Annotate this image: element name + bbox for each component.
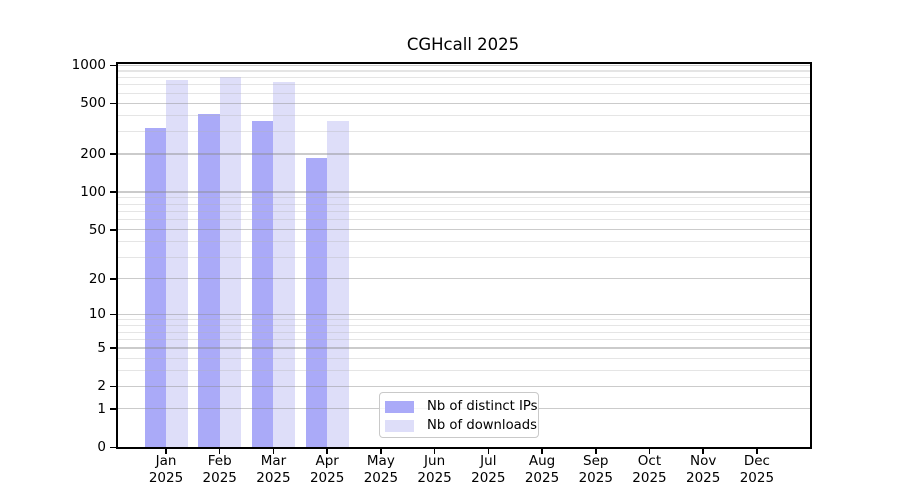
y-tick-20: [110, 278, 116, 280]
gridline-minor-6: [116, 338, 810, 341]
y-tick-label-100: 100: [80, 183, 106, 200]
gridline-minor-900: [116, 70, 810, 72]
x-tick-apr: [326, 448, 328, 454]
gridline-minor-80: [116, 203, 810, 205]
x-tick-label-dec: Dec 2025: [739, 453, 775, 486]
x-tick-feb: [218, 448, 221, 454]
x-tick-label-aug: Aug 2025: [524, 453, 560, 486]
y-tick-label-20: 20: [88, 270, 106, 287]
y-tick-label-50: 50: [88, 221, 106, 238]
x-tick-label-jul: Jul 2025: [471, 453, 506, 486]
y-tick-label-1000: 1000: [71, 57, 106, 73]
legend-swatch-downloads-icon: [385, 419, 414, 432]
gridline-major-2: [116, 385, 810, 388]
legend-label-distinct-ips: Nb of distinct IPs: [427, 399, 538, 414]
y-tick-50: [110, 229, 116, 231]
gridline-minor-3: [116, 369, 810, 372]
gridline-major-50: [116, 229, 810, 231]
bar-downloads-jan: [166, 79, 188, 447]
y-tick-2: [110, 385, 116, 388]
x-tick-label-jan: Jan 2025: [148, 453, 184, 486]
x-tick-mar: [272, 448, 275, 454]
x-tick-nov: [702, 448, 704, 454]
gridline-minor-600: [116, 92, 810, 94]
bar-distinct-ips-jan: [144, 127, 166, 447]
gridline-major-500: [116, 102, 810, 105]
gridline-minor-70: [116, 210, 810, 213]
gridline-major-10: [116, 313, 810, 316]
legend-swatch-distinct-ips-icon: [385, 400, 414, 413]
x-tick-label-mar: Mar 2025: [256, 453, 291, 486]
y-tick-500: [110, 102, 116, 105]
gridline-minor-300: [116, 130, 810, 133]
y-tick-label-2: 2: [97, 378, 106, 395]
y-tick-0: [110, 446, 116, 448]
gridline-major-5: [116, 347, 810, 349]
bar-downloads-apr: [327, 120, 349, 447]
y-tick-100: [110, 191, 116, 193]
gridline-minor-9: [116, 319, 810, 321]
x-tick-label-feb: Feb 2025: [202, 453, 237, 486]
y-tick-1: [110, 408, 116, 410]
gridline-minor-8: [116, 325, 810, 327]
legend-item-distinct-ips: Nb of distinct IPs: [385, 397, 538, 416]
gridline-major-100: [116, 191, 810, 193]
bar-downloads-feb: [219, 77, 242, 447]
legend-label-downloads: Nb of downloads: [427, 418, 537, 433]
bar-distinct-ips-feb: [198, 114, 220, 447]
y-axis-line: [116, 62, 118, 447]
plot-top-border: [116, 62, 810, 64]
y-tick-label-500: 500: [80, 95, 106, 112]
gridline-minor-60: [116, 219, 810, 221]
bar-distinct-ips-apr: [305, 158, 328, 447]
x-tick-label-jun: Jun 2025: [417, 453, 452, 486]
y-tick-5: [110, 347, 116, 349]
bar-distinct-ips-mar: [251, 121, 274, 447]
x-tick-label-sep: Sep 2025: [578, 453, 613, 486]
x-tick-jun: [433, 448, 436, 454]
x-tick-label-apr: Apr 2025: [309, 453, 345, 486]
gridline-major-200: [116, 153, 810, 155]
x-tick-sep: [595, 448, 597, 454]
gridline-minor-30: [116, 256, 810, 258]
gridline-minor-90: [116, 197, 810, 199]
x-tick-label-oct: Oct 2025: [632, 453, 667, 486]
x-tick-dec: [756, 448, 758, 454]
x-tick-label-nov: Nov 2025: [686, 453, 721, 486]
bar-downloads-mar: [273, 81, 295, 447]
y-tick-label-10: 10: [88, 306, 106, 323]
x-tick-oct: [648, 448, 651, 454]
chart-title: CGHcall 2025: [406, 35, 520, 54]
y-tick-1000: [110, 64, 116, 66]
gridline-major-20: [116, 278, 810, 280]
legend-item-downloads: Nb of downloads: [385, 416, 537, 435]
x-tick-label-may: May 2025: [363, 453, 399, 486]
y-tick-10: [110, 313, 116, 316]
gridline-minor-7: [116, 331, 810, 333]
x-tick-aug: [541, 448, 543, 454]
gridline-minor-800: [116, 76, 810, 79]
gridline-major-1000: [116, 64, 810, 66]
y-tick-label-0: 0: [97, 439, 106, 455]
gridline-minor-4: [116, 357, 810, 359]
y-tick-label-5: 5: [97, 339, 106, 356]
gridline-minor-700: [116, 84, 810, 86]
x-tick-jan: [165, 448, 167, 454]
plot-right-border: [810, 62, 812, 449]
chart-legend: Nb of distinct IPs Nb of downloads: [379, 392, 539, 438]
gridline-minor-400: [116, 115, 810, 117]
x-axis-line: [116, 447, 812, 449]
y-tick-label-200: 200: [80, 145, 106, 162]
y-tick-label-1: 1: [97, 400, 106, 417]
x-tick-jul: [487, 448, 490, 454]
x-tick-may: [380, 448, 382, 454]
gridline-minor-40: [116, 241, 810, 243]
y-tick-200: [110, 153, 116, 155]
